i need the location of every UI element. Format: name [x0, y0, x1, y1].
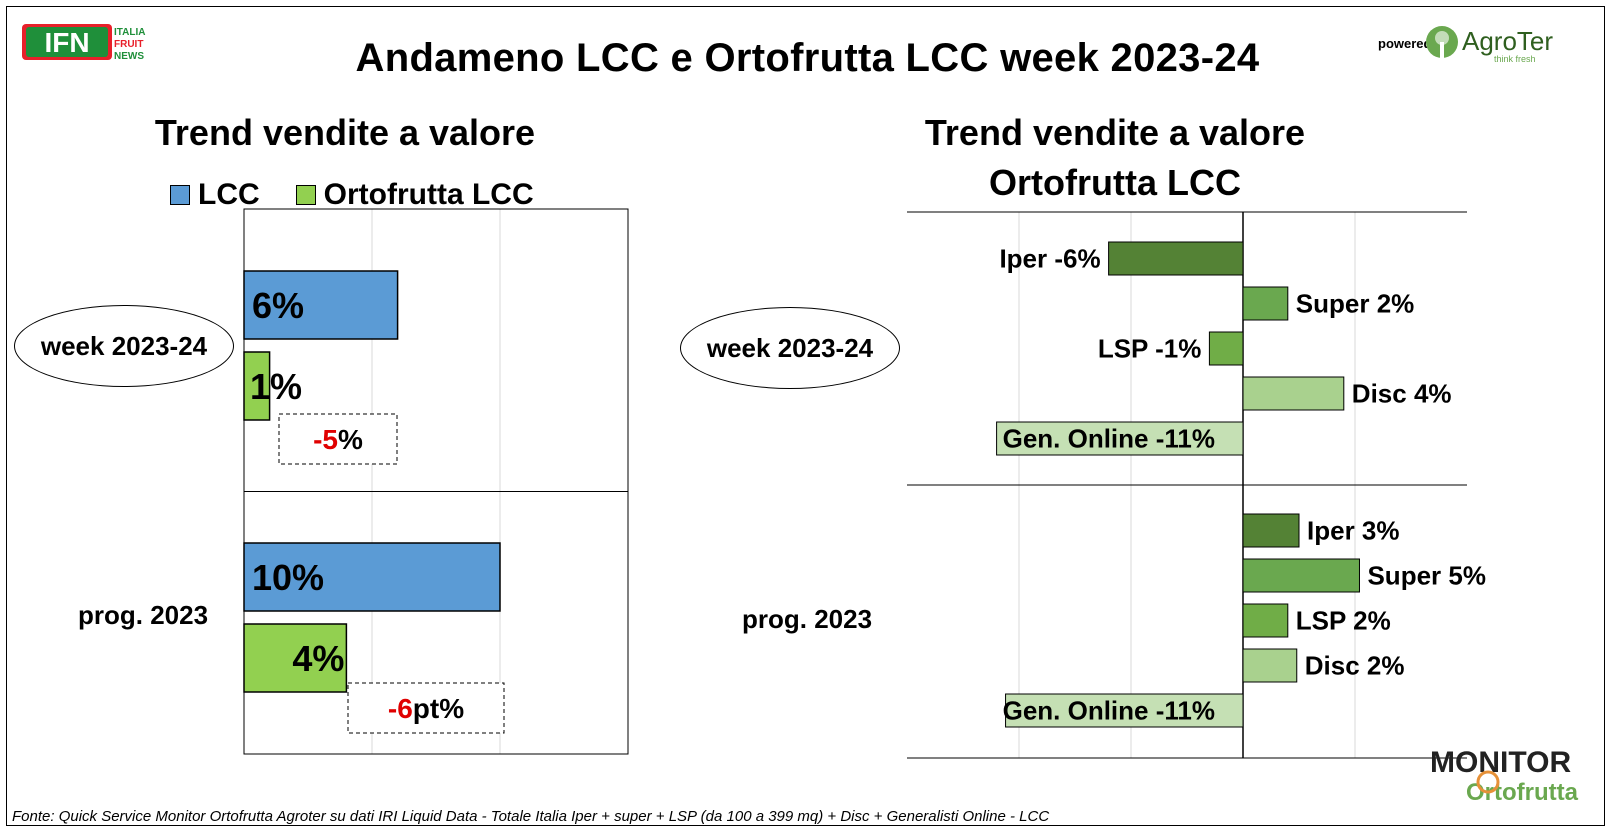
difference-callout-box — [278, 413, 398, 465]
legend-item-ortofrutta: Ortofrutta LCC — [295, 178, 534, 212]
bar-right-disc — [1242, 376, 1345, 411]
svg-text:NEWS: NEWS — [114, 51, 144, 62]
bar-left-label: 10% — [252, 557, 324, 598]
bar-right-label: LSP -1% — [1098, 334, 1202, 364]
svg-text:FRUIT: FRUIT — [114, 39, 143, 50]
bar-left-label: 4% — [292, 638, 344, 679]
ifn-logo: IFN ITALIA FRUIT NEWS — [22, 24, 145, 62]
bar-right-label: Gen. Online -11% — [1003, 424, 1215, 454]
difference-callout-label: -5% — [313, 424, 363, 455]
source-note: Fonte: Quick Service Monitor Ortofrutta … — [12, 808, 1050, 825]
bar-right-label: Disc 2% — [1305, 651, 1405, 681]
bar-right-label: Gen. Online -11% — [1003, 696, 1215, 726]
legend-label-ortofrutta: Ortofrutta LCC — [323, 178, 534, 211]
difference-callout-box — [347, 682, 505, 734]
bar-left-lcc — [243, 270, 399, 340]
bar-right-lsp — [1208, 331, 1244, 366]
bar-left-label: 6% — [252, 285, 304, 326]
svg-text:think fresh: think fresh — [1494, 54, 1536, 64]
left-plot-border — [243, 208, 629, 755]
agroter-logo: AgroTer think fresh — [1426, 26, 1553, 64]
slide-frame — [6, 6, 1605, 826]
bar-right-disc — [1242, 648, 1298, 683]
bar-right-iper — [1242, 513, 1300, 548]
bar-right-iper — [1108, 241, 1244, 276]
svg-text:AgroTer: AgroTer — [1462, 26, 1553, 56]
legend-item-lcc: LCC — [170, 178, 260, 212]
bar-right-label: Iper 3% — [1307, 516, 1400, 546]
difference-callout-label: -6pt% — [388, 693, 464, 724]
right-chart-title-line2: Ortofrutta LCC — [989, 162, 1241, 203]
monitor-ortofrutta-logo: MONITOR Ortofrutta — [1430, 746, 1579, 806]
legend-swatch-lcc — [170, 185, 190, 205]
legend-label-lcc: LCC — [198, 178, 260, 211]
right-chart-title-line1: Trend vendite a valore — [924, 112, 1306, 153]
bar-right-label: Disc 4% — [1352, 379, 1452, 409]
bar-left-ortofrutta — [243, 351, 271, 421]
bar-right-super — [1242, 558, 1360, 593]
svg-text:ITALIA: ITALIA — [114, 27, 145, 38]
bar-left-label: 1% — [250, 366, 302, 407]
right-category-prog: prog. 2023 — [742, 604, 873, 634]
legend: LCC Ortofrutta LCC — [170, 178, 570, 212]
bar-right-label: Super 5% — [1367, 561, 1486, 591]
svg-text:Ortofrutta: Ortofrutta — [1466, 779, 1579, 806]
bar-right-label: Super 2% — [1296, 289, 1415, 319]
bar-left-lcc — [243, 542, 501, 612]
left-category-prog: prog. 2023 — [78, 600, 209, 630]
svg-text:IFN: IFN — [44, 27, 89, 58]
bar-right-gen-online — [1005, 693, 1244, 728]
bar-right-lsp — [1242, 603, 1289, 638]
bar-right-label: LSP 2% — [1296, 606, 1391, 636]
left-category-week: week 2023-24 — [14, 305, 234, 387]
bar-right-super — [1242, 286, 1289, 321]
legend-swatch-ortofrutta — [295, 185, 316, 205]
left-chart-title: Trend vendite a valore — [154, 112, 536, 153]
bar-right-gen-online — [996, 421, 1244, 456]
bar-right-label: Iper -6% — [999, 244, 1100, 274]
right-category-week: week 2023-24 — [680, 307, 900, 389]
page-title: Andameno LCC e Ortofrutta LCC week 2023-… — [355, 36, 1260, 80]
bar-left-ortofrutta — [243, 623, 348, 693]
svg-text:MONITOR: MONITOR — [1430, 746, 1571, 779]
